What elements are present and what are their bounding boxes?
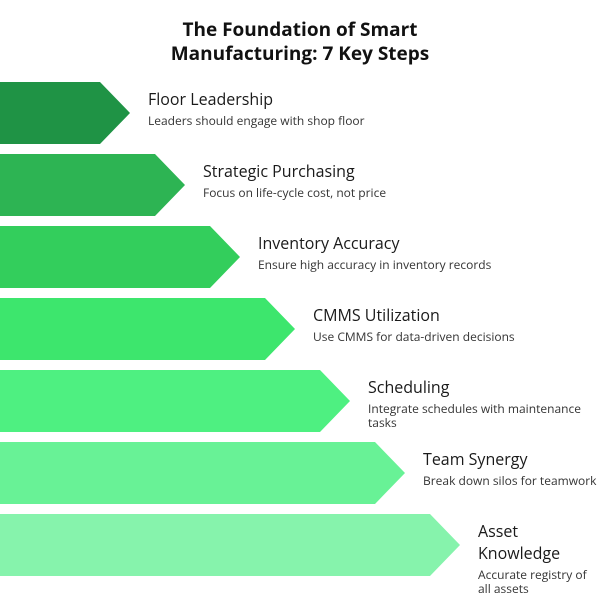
step-row: Asset KnowledgeAccurate registry of all … (0, 514, 600, 582)
infographic-title: The Foundation of SmartManufacturing: 7 … (90, 18, 510, 66)
steps-list: Floor Leadership Leaders should engage wi… (0, 82, 600, 582)
step-row: Floor Leadership Leaders should engage wi… (0, 82, 600, 150)
step-row: Team Synergy Break down silos for teamwor… (0, 442, 600, 510)
step-desc: Use CMMS for data-driven decisions (313, 330, 515, 344)
step-text: CMMS Utilization Use CMMS for data-driven… (313, 304, 515, 344)
step-desc: Ensure high accuracy in inventory record… (258, 258, 491, 272)
step-arrow (0, 154, 185, 216)
step-text: Floor Leadership Leaders should engage wi… (148, 88, 365, 128)
step-row: Strategic Purchasing Focus on life-cycle … (0, 154, 600, 222)
step-text: Inventory Accuracy Ensure high accuracy i… (258, 232, 491, 272)
step-arrow (0, 442, 405, 504)
step-title: CMMS Utilization (313, 304, 515, 326)
step-desc: Break down silos for teamwork (423, 474, 596, 488)
step-desc: Leaders should engage with shop floor (148, 114, 365, 128)
step-title: Floor Leadership (148, 88, 365, 110)
step-arrow (0, 298, 295, 360)
step-text: Team Synergy Break down silos for teamwor… (423, 448, 596, 488)
step-text: Scheduling Integrate schedules with maint… (368, 376, 600, 431)
step-desc: Accurate registry of all assets (478, 568, 600, 597)
step-arrow (0, 370, 350, 432)
step-title: Asset Knowledge (478, 520, 600, 564)
step-title: Scheduling (368, 376, 600, 398)
step-text: Strategic Purchasing Focus on life-cycle … (203, 160, 386, 200)
step-title: Inventory Accuracy (258, 232, 491, 254)
step-row: Inventory Accuracy Ensure high accuracy i… (0, 226, 600, 294)
step-arrow (0, 226, 240, 288)
step-row: CMMS Utilization Use CMMS for data-driven… (0, 298, 600, 366)
step-arrow (0, 514, 460, 576)
step-desc: Integrate schedules with maintenance tas… (368, 402, 600, 431)
step-title: Strategic Purchasing (203, 160, 386, 182)
step-row: Scheduling Integrate schedules with maint… (0, 370, 600, 438)
step-title: Team Synergy (423, 448, 596, 470)
infographic-container: The Foundation of SmartManufacturing: 7 … (0, 0, 600, 590)
step-arrow (0, 82, 130, 144)
step-desc: Focus on life-cycle cost, not price (203, 186, 386, 200)
step-text: Asset Knowledge Accurate registry of all … (478, 520, 600, 597)
